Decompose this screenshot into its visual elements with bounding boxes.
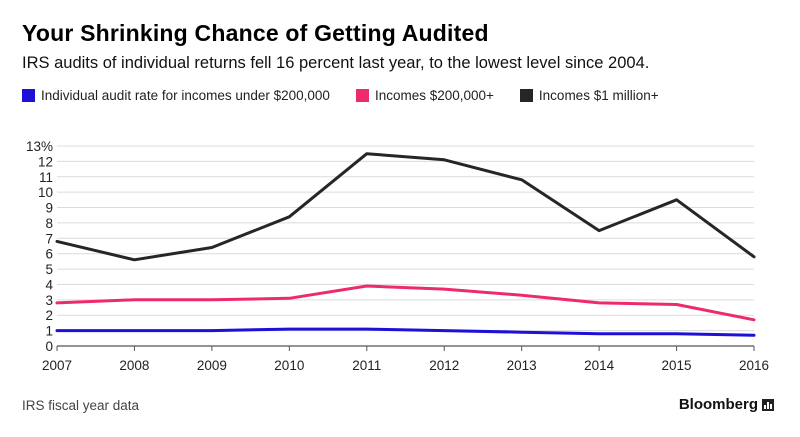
legend-label-1m-plus: Incomes $1 million+ bbox=[538, 88, 659, 103]
y-tick-label: 10 bbox=[38, 185, 53, 200]
y-tick-label: 11 bbox=[39, 170, 53, 185]
y-tick-label: 7 bbox=[45, 231, 53, 246]
bloomberg-chart-icon bbox=[762, 398, 774, 411]
x-tick-label: 2015 bbox=[662, 358, 692, 373]
brand-name: Bloomberg bbox=[678, 396, 758, 413]
y-tick-label: 12 bbox=[38, 154, 53, 169]
x-tick-label: 2014 bbox=[584, 358, 615, 373]
chart-title: Your Shrinking Chance of Getting Audited bbox=[22, 20, 489, 46]
brand-logo: Bloomberg bbox=[679, 396, 774, 413]
legend-swatch-1m-plus bbox=[519, 89, 533, 102]
x-tick-label: 2008 bbox=[119, 358, 149, 373]
x-tick-label: 2013 bbox=[507, 358, 537, 373]
series-line-1m-plus bbox=[55, 152, 756, 262]
legend-label-under-200k: Individual audit rate for incomes under … bbox=[41, 88, 330, 103]
y-tick-label: 0 bbox=[45, 339, 53, 354]
y-tick-label: 6 bbox=[45, 247, 53, 262]
legend-swatch-under-200k bbox=[22, 89, 35, 102]
series-line-under-200k bbox=[55, 327, 756, 337]
legend-item-200k-plus: Incomes $200,000+ bbox=[355, 88, 494, 103]
legend-item-1m-plus: Incomes $1 million+ bbox=[519, 88, 659, 103]
x-tick-label: 2012 bbox=[429, 358, 459, 373]
y-tick-label: 5 bbox=[45, 262, 53, 277]
y-tick-label: 13% bbox=[26, 139, 53, 154]
x-tick-label: 2016 bbox=[739, 358, 769, 373]
legend: Individual audit rate for incomes under … bbox=[22, 88, 685, 103]
x-tick-label: 2010 bbox=[274, 358, 304, 373]
source-note: IRS fiscal year data bbox=[22, 398, 140, 413]
series-line-200k-plus bbox=[55, 284, 756, 322]
y-tick-label: 2 bbox=[45, 308, 53, 323]
legend-label-200k-plus: Incomes $200,000+ bbox=[374, 88, 494, 103]
x-tick-label: 2009 bbox=[197, 358, 227, 373]
legend-item-under-200k: Individual audit rate for incomes under … bbox=[22, 88, 330, 103]
y-tick-label: 9 bbox=[45, 201, 53, 216]
y-tick-label: 3 bbox=[45, 293, 53, 308]
chart-subtitle: IRS audits of individual returns fell 16… bbox=[22, 54, 650, 72]
legend-swatch-200k-plus bbox=[355, 89, 369, 102]
x-tick-label: 2011 bbox=[352, 358, 381, 373]
y-tick-label: 8 bbox=[45, 216, 53, 231]
x-tick-label: 2007 bbox=[42, 358, 72, 373]
y-tick-label: 4 bbox=[45, 277, 53, 292]
y-tick-label: 1 bbox=[45, 324, 53, 339]
